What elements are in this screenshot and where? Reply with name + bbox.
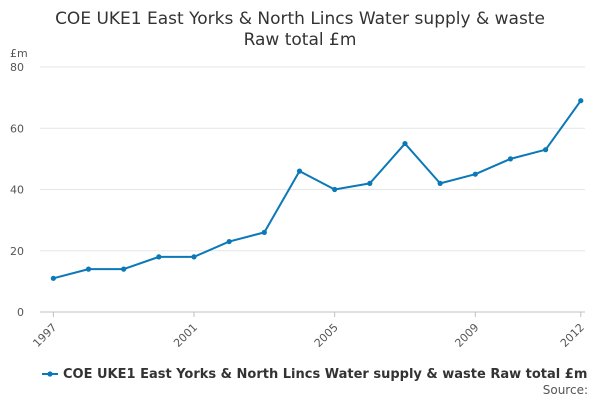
legend-swatch-marker [47,371,53,377]
x-tick-label: 2005 [312,321,341,350]
data-point[interactable] [472,171,478,177]
x-tick-label: 2001 [171,321,200,350]
data-point[interactable] [367,180,373,186]
data-point[interactable] [578,98,584,104]
data-point[interactable] [332,186,338,193]
data-point[interactable] [50,275,56,281]
series-line[interactable] [53,100,582,280]
data-point[interactable] [543,147,549,153]
y-axis-ticks: 0 20 40 60 80 [10,61,24,319]
data-point[interactable] [121,266,127,272]
data-point[interactable] [85,266,92,272]
legend-label[interactable]: COE UKE1 East Yorks & North Lincs Water … [63,367,587,382]
legend[interactable]: COE UKE1 East Yorks & North Lincs Water … [42,367,587,382]
x-tick-label: 1997 [30,321,59,350]
data-point[interactable] [156,254,162,260]
data-point[interactable] [261,229,267,235]
chart-title: COE UKE1 East Yorks & North Lincs Water … [55,9,545,50]
chart-title-line: Raw total £m [244,30,357,50]
y-tick-label: 80 [10,61,24,74]
series-group [50,98,584,281]
data-point[interactable] [296,168,303,174]
x-tick-label: 2009 [452,321,481,350]
data-point[interactable] [226,238,232,245]
data-point[interactable] [507,156,514,162]
y-axis-unit-label: £m [10,47,28,60]
data-point[interactable] [402,140,408,147]
data-point[interactable] [437,180,443,186]
y-tick-label: 40 [10,184,24,197]
y-tick-label: 0 [17,306,24,319]
x-axis-ticks: 1997 2001 2005 2009 2012 [30,312,587,350]
gridlines [40,66,585,313]
x-tick-label: 2012 [558,321,587,350]
source-label: Source: [543,383,588,397]
y-tick-label: 20 [10,245,24,258]
chart-title-line: COE UKE1 East Yorks & North Lincs Water … [55,9,545,29]
y-tick-label: 60 [10,122,24,135]
data-point[interactable] [191,254,197,260]
